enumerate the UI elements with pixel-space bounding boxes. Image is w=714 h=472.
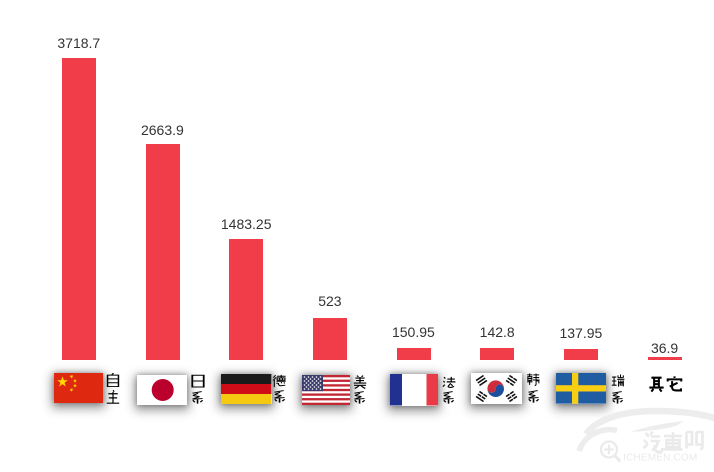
svg-text:ICHEMEN.COM: ICHEMEN.COM [623, 453, 697, 464]
